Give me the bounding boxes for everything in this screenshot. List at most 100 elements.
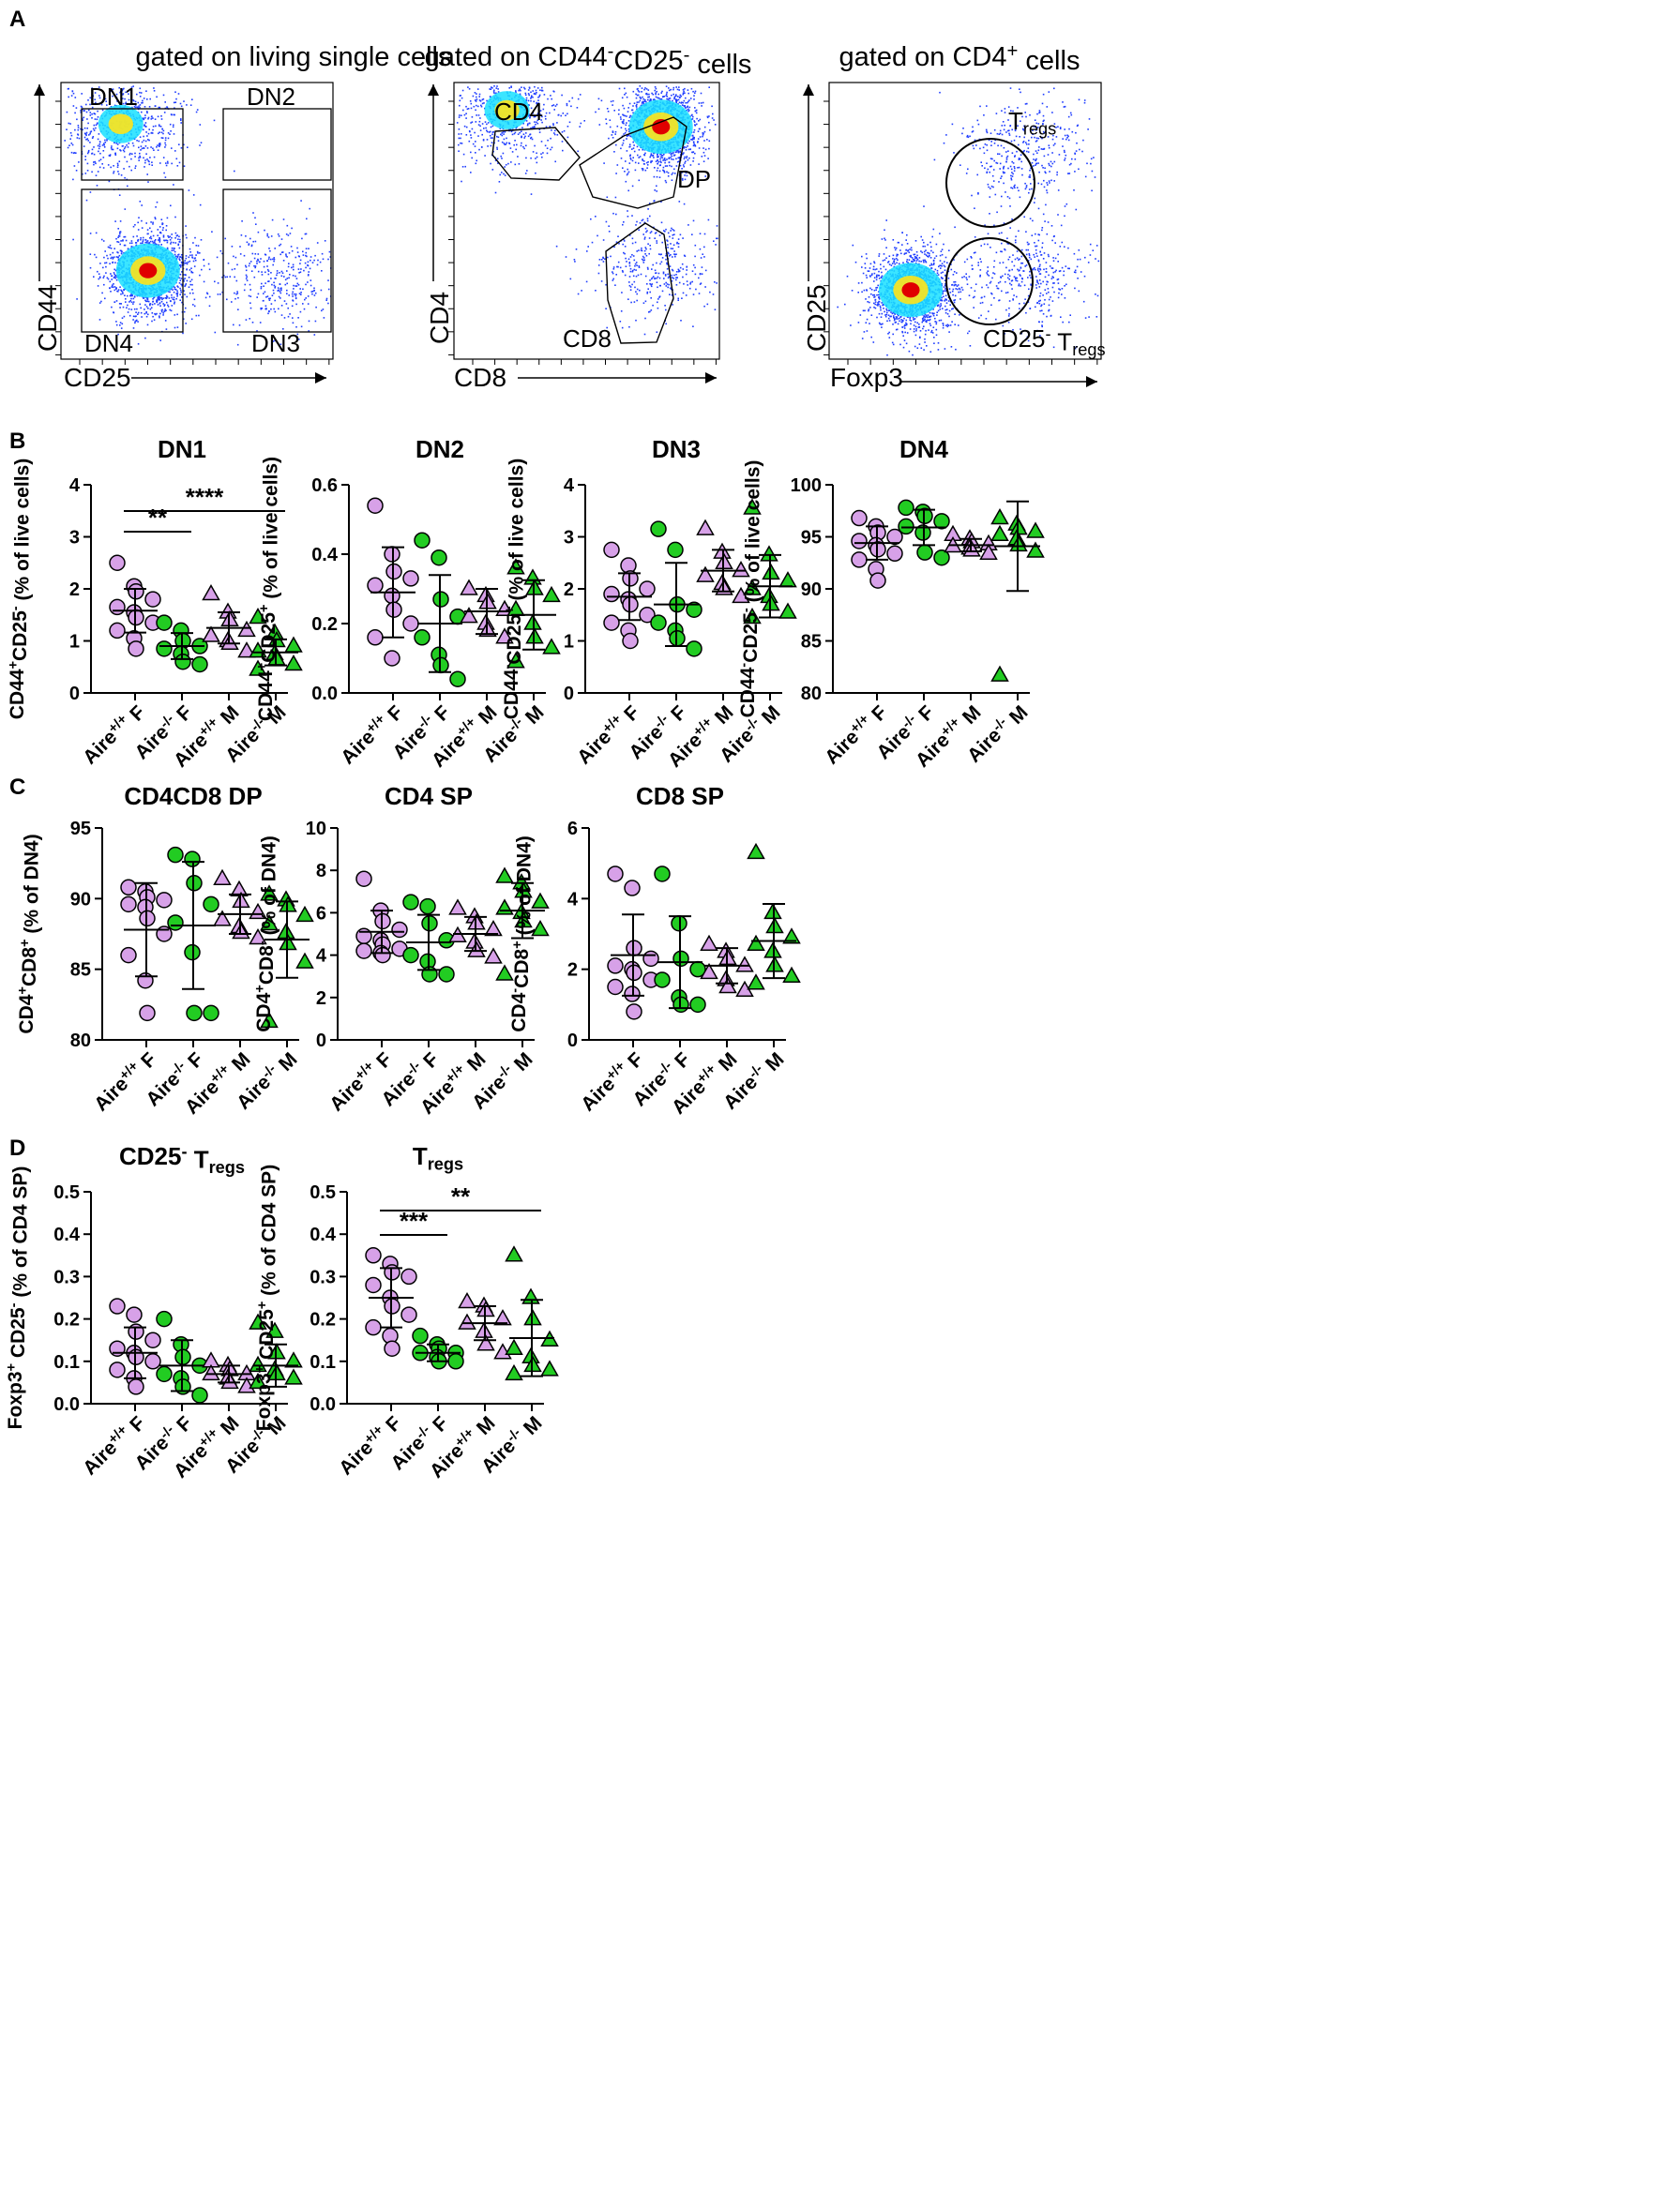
data-point bbox=[696, 519, 715, 535]
y-tick-label: 0.3 bbox=[53, 1267, 80, 1287]
data-point bbox=[495, 898, 514, 915]
data-point bbox=[460, 607, 478, 624]
data-point bbox=[126, 1306, 143, 1323]
data-point bbox=[735, 956, 754, 972]
data-point bbox=[506, 558, 525, 575]
panel-label-b: B bbox=[9, 429, 25, 454]
data-point bbox=[144, 1332, 161, 1348]
data-point bbox=[260, 913, 279, 931]
data-point bbox=[295, 952, 314, 969]
series-2 bbox=[402, 894, 455, 983]
series-4 bbox=[249, 1313, 303, 1390]
gate-label-dn4: DN4 bbox=[84, 329, 133, 357]
data-point bbox=[933, 549, 950, 566]
series-2 bbox=[412, 1327, 464, 1370]
data-point bbox=[743, 498, 762, 515]
gate-cd8 bbox=[605, 222, 674, 344]
gate-cd4 bbox=[491, 127, 581, 181]
series-3 bbox=[944, 524, 998, 561]
data-point bbox=[120, 895, 137, 913]
data-point bbox=[898, 499, 914, 517]
data-point bbox=[249, 927, 267, 945]
data-point bbox=[284, 1368, 303, 1385]
data-point bbox=[295, 905, 314, 923]
data-point bbox=[778, 571, 797, 588]
data-point bbox=[732, 586, 750, 604]
y-tick-label: 100 bbox=[791, 475, 822, 496]
density-core bbox=[108, 113, 133, 135]
series-3 bbox=[213, 868, 267, 945]
data-point bbox=[402, 570, 419, 587]
data-point bbox=[460, 579, 478, 595]
y-tick-label: 0.0 bbox=[311, 684, 338, 704]
dot-plot-dn1: DN1 0 1 2 3 4 CD44+CD25- (% of live cells) Aire… bbox=[6, 435, 303, 772]
series-4 bbox=[743, 498, 797, 624]
x-axis-label: CD8 bbox=[454, 363, 506, 392]
plot-title: CD4CD8 DP bbox=[124, 782, 262, 810]
data-point bbox=[732, 561, 750, 578]
x-tick-label: Aire+/+ F bbox=[79, 700, 150, 771]
y-tick-label: 1 bbox=[69, 632, 80, 653]
data-point bbox=[128, 1378, 144, 1395]
data-point bbox=[447, 1353, 464, 1370]
gate-label-cd25-neg-tregs: CD25- Tregs bbox=[983, 324, 1106, 359]
y-tick-label: 0.5 bbox=[53, 1182, 80, 1203]
y-tick-label: 0.1 bbox=[310, 1352, 336, 1373]
series-1 bbox=[607, 865, 659, 1020]
x-tick-label: Aire+/+ F bbox=[90, 1046, 161, 1118]
data-point bbox=[367, 629, 384, 646]
data-point bbox=[355, 942, 372, 959]
y-tick-label: 6 bbox=[316, 903, 326, 924]
data-point bbox=[355, 927, 372, 945]
y-tick-label: 2 bbox=[69, 579, 80, 600]
y-tick-label: 80 bbox=[70, 1031, 91, 1051]
flow-plot-a3: Tregs CD25- Tregs bbox=[823, 82, 1106, 365]
data-point bbox=[650, 520, 667, 537]
data-point bbox=[506, 652, 525, 669]
data-point bbox=[626, 1003, 642, 1020]
data-point bbox=[1026, 521, 1045, 538]
series-2 bbox=[167, 846, 219, 1022]
gate-label-cd8: CD8 bbox=[563, 324, 612, 353]
data-point bbox=[484, 947, 503, 964]
data-point bbox=[203, 1004, 219, 1022]
data-point bbox=[782, 966, 801, 983]
y-tick-label: 0.2 bbox=[310, 1310, 336, 1331]
data-point bbox=[402, 894, 419, 910]
gate-cd25-neg-tregs bbox=[945, 237, 1034, 325]
data-point bbox=[156, 892, 173, 909]
y-axis-label: CD4+CD8- (% of DN4) bbox=[252, 835, 280, 1032]
y-axis-label: CD44+CD25- (% of live cells) bbox=[6, 459, 33, 719]
plot-frame bbox=[60, 82, 334, 360]
y-axis-label: Foxp3+ CD25+ (% of CD4 SP) bbox=[252, 1165, 280, 1431]
data-point bbox=[191, 1387, 208, 1404]
series-2 bbox=[898, 499, 950, 566]
data-point bbox=[156, 925, 173, 942]
y-axis-label: CD44-CD25+ (% of live cells) bbox=[500, 459, 527, 719]
data-point bbox=[743, 579, 762, 595]
y-tick-label: 0.4 bbox=[53, 1225, 81, 1245]
data-point bbox=[109, 622, 126, 640]
y-axis-label: CD44+CD25+ (% of live cells) bbox=[254, 457, 281, 721]
data-point bbox=[402, 615, 419, 632]
series-4 bbox=[249, 608, 303, 676]
y-axis-arrow-head bbox=[428, 84, 439, 96]
data-point bbox=[493, 1309, 512, 1326]
series-2 bbox=[654, 865, 706, 1014]
data-point bbox=[851, 551, 868, 568]
data-point bbox=[400, 1306, 417, 1323]
y-tick-label: 90 bbox=[801, 579, 822, 600]
series-3 bbox=[202, 584, 256, 658]
data-point bbox=[365, 1276, 382, 1294]
data-point bbox=[650, 614, 667, 631]
data-point bbox=[202, 584, 220, 601]
y-axis-label: CD25 bbox=[802, 284, 831, 352]
data-point bbox=[869, 572, 886, 589]
y-tick-label: 85 bbox=[70, 960, 91, 981]
y-axis-label: CD4-CD8+ (% of DN4) bbox=[507, 835, 535, 1032]
y-axis-label: Foxp3+ CD25- (% of CD4 SP) bbox=[4, 1166, 31, 1430]
data-point bbox=[448, 898, 467, 915]
plot-title: CD25- Tregs bbox=[119, 1142, 245, 1177]
y-tick-label: 3 bbox=[69, 528, 80, 549]
gate-label-tregs: Tregs bbox=[1008, 107, 1056, 138]
